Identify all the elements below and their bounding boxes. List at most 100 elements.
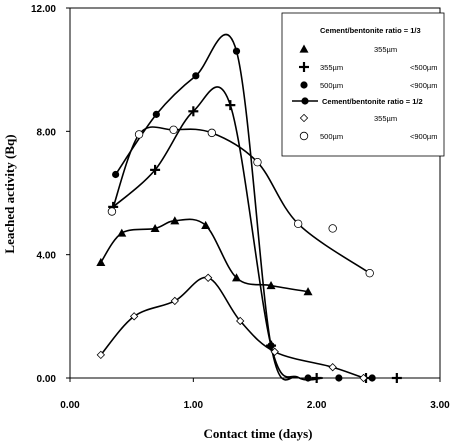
data-point-s2-p7 (368, 374, 376, 382)
data-point-s2-p2-shape (192, 72, 200, 80)
data-point-s3-p4-shape (236, 316, 245, 326)
data-point-s0-p5-shape (232, 273, 241, 282)
legend-box (281, 12, 445, 157)
series-line-2 (114, 33, 323, 381)
data-point-s0-p6-shape (266, 281, 276, 290)
x-tick-label: 3.00 (430, 400, 450, 411)
data-point-s0-p3 (170, 216, 180, 225)
y-axis-title: Leached activity (Bq) (2, 134, 17, 253)
data-point-s3-p6-shape (328, 363, 337, 372)
data-point-s4-p5-shape (293, 219, 303, 229)
series-line-0 (100, 218, 309, 293)
data-point-s2-p7-shape (368, 374, 376, 382)
data-point-s2-p4-shape (267, 342, 275, 350)
legend-marker-3 (299, 113, 309, 123)
data-point-s3-p7-shape (359, 373, 368, 383)
data-point-s4-p2 (169, 125, 178, 134)
axes-layer: 0.00 1.00 2.00 3.00 0.00 4.00 8.00 12.00 (31, 4, 450, 411)
data-point-s4-p1-shape (134, 130, 144, 139)
legend-label-0: 355µm (374, 45, 397, 54)
data-point-s3-p2-shape (170, 296, 179, 306)
legend-label-4: 500µm (320, 132, 343, 141)
x-tick-label: 2.00 (307, 400, 327, 411)
legend-group1-title: Cement/bentonite ratio = 1/3 (320, 26, 421, 35)
x-axis-title: Contact time (days) (203, 426, 312, 441)
data-point-s4-p1 (134, 130, 144, 139)
data-point-s0-p6 (266, 281, 276, 290)
series-line-3 (100, 276, 364, 379)
data-point-s4-p0-shape (107, 207, 117, 216)
y-tick-label: 0.00 (37, 374, 57, 385)
data-point-s2-p3-shape (232, 47, 241, 55)
data-point-s4-p4 (253, 157, 262, 167)
data-point-s2-p1 (152, 110, 160, 118)
legend-label-2: 500µm (320, 81, 343, 90)
data-point-s3-p7 (359, 373, 368, 383)
x-tick-label: 0.00 (60, 400, 80, 411)
markers-layer (96, 47, 402, 383)
data-point-s0-p7-shape (303, 287, 313, 296)
legend-label-3: 355µm (374, 114, 397, 123)
data-point-s0-p0 (96, 257, 106, 266)
legend-marker-0-shape (299, 44, 309, 53)
legend-marker-3-shape (299, 113, 309, 123)
data-point-s0-p0-shape (96, 257, 106, 266)
y-tick-label: 8.00 (37, 127, 57, 138)
data-point-s0-p4-shape (201, 220, 211, 229)
data-point-s0-p2-shape (150, 223, 160, 233)
legend-label-range-4: <900µm (410, 132, 437, 141)
legend-label-range-2: <900µm (410, 81, 437, 90)
data-point-s0-p3-shape (170, 216, 180, 225)
data-point-s1-p5 (311, 373, 322, 383)
legend-group2-marker (301, 97, 309, 105)
legend-marker-4 (299, 131, 309, 141)
legend: Cement/bentonite ratio = 1/3 355µm 355µm <5… (281, 12, 445, 157)
data-point-s3-p3-shape (203, 273, 213, 282)
data-point-s2-p6 (335, 374, 343, 382)
data-point-s2-p5-shape (304, 374, 312, 382)
data-point-s4-p6-shape (328, 224, 337, 233)
legend-marker-4-shape (299, 131, 309, 141)
data-point-s0-p5 (232, 273, 241, 282)
legend-label-1: 355µm (320, 63, 343, 72)
data-point-s0-p4 (201, 220, 211, 229)
data-point-s1-p1 (150, 164, 161, 175)
data-point-s0-p2 (150, 223, 160, 233)
data-point-s3-p0-shape (96, 350, 105, 360)
data-point-s4-p7 (365, 268, 374, 278)
data-point-s1-p2 (188, 106, 199, 117)
data-point-s3-p5 (270, 347, 279, 356)
data-point-s4-p3-shape (207, 128, 217, 138)
data-point-s2-p0 (112, 170, 120, 179)
data-point-s1-p3 (225, 100, 236, 111)
data-point-s1-p7 (391, 373, 402, 383)
data-point-s2-p1-shape (152, 110, 160, 118)
data-point-s3-p0 (96, 350, 105, 360)
data-point-s2-p2 (192, 72, 200, 80)
data-point-s2-p4 (267, 342, 275, 350)
data-point-s3-p2 (170, 296, 179, 306)
data-point-s2-p6-shape (335, 374, 343, 382)
data-point-s4-p0 (107, 207, 117, 216)
data-point-s4-p5 (293, 219, 303, 229)
data-point-s2-p0-shape (112, 170, 120, 179)
legend-marker-0 (299, 44, 309, 53)
legend-label-range-1: <500µm (410, 63, 437, 72)
data-point-s4-p2-shape (169, 125, 178, 134)
legend-marker-2-shape (300, 81, 308, 89)
data-point-s3-p1 (129, 312, 139, 321)
plot-frame (69, 7, 441, 379)
data-point-s4-p4-shape (253, 157, 262, 167)
data-point-s2-p3 (232, 47, 241, 55)
data-point-s3-p4 (236, 316, 245, 326)
y-tick-label: 4.00 (37, 251, 57, 262)
data-point-s3-p6 (328, 363, 337, 372)
y-tick-label: 12.00 (31, 4, 56, 15)
x-tick-label: 1.00 (184, 400, 204, 411)
data-point-s2-p5 (304, 374, 312, 382)
data-point-s0-p1-shape (117, 228, 127, 237)
data-point-s3-p1-shape (129, 312, 139, 321)
data-point-s3-p3 (203, 273, 213, 282)
